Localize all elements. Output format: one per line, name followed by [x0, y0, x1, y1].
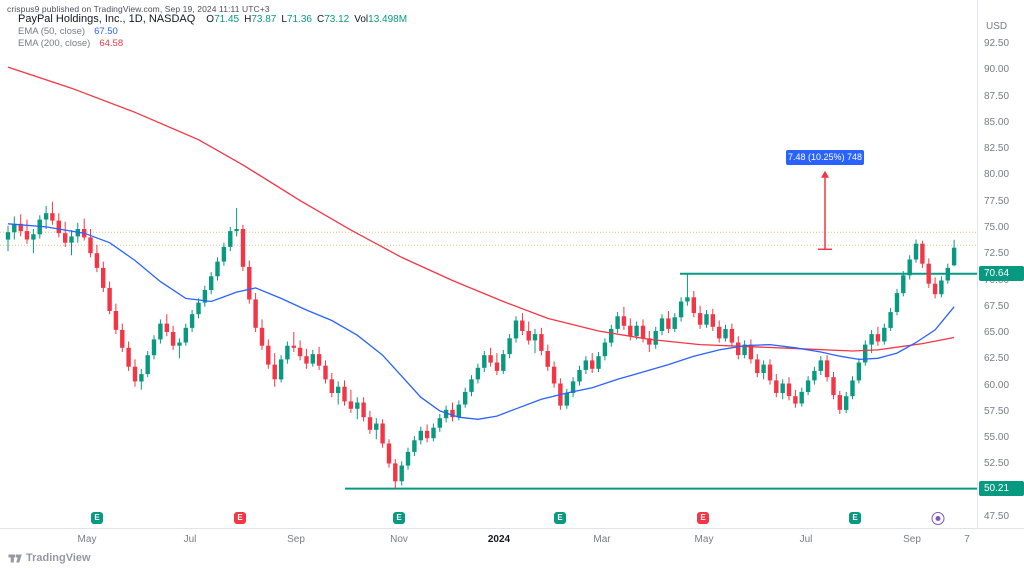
measurement-arrow[interactable]	[818, 170, 832, 251]
time-label: Nov	[390, 534, 408, 545]
price-axis[interactable]: USD 92.50 90.00 87.50 85.00 82.50 80.00 77.50 7…	[977, 0, 1024, 528]
price-tick-label: 72.50	[984, 248, 1010, 260]
ohlc-key: Vol	[354, 14, 369, 25]
earnings-marker-icon[interactable]: E	[91, 512, 103, 524]
earnings-marker-icon[interactable]: E	[393, 512, 405, 524]
event-marker-icon[interactable]	[931, 512, 945, 525]
price-tick-label: 57.50	[984, 405, 1010, 417]
time-label: 2024	[487, 534, 511, 545]
ema200-value: 64.58	[99, 38, 124, 49]
tradingview-brand[interactable]: TradingView	[26, 552, 91, 564]
chart-legend: PayPal Holdings, Inc., 1D, NASDAQ O71.45…	[18, 13, 407, 49]
price-tick-label: 90.00	[984, 64, 1010, 76]
price-tick-label: 47.50	[984, 511, 1010, 523]
price-tick-label: 60.00	[984, 379, 1010, 391]
price-tick-label: 77.50	[984, 195, 1010, 207]
ohlc-value: 73.87	[251, 14, 277, 25]
price-tick-label: 65.00	[984, 327, 1010, 339]
time-label: Jul	[799, 534, 813, 545]
price-chart[interactable]	[0, 0, 977, 528]
measurement-label[interactable]: 7.48 (10.25%) 748	[786, 149, 864, 165]
time-label: Mar	[593, 534, 611, 545]
earnings-marker-icon[interactable]: E	[849, 512, 861, 524]
time-label: Sep	[903, 534, 921, 545]
price-tick-label: 62.50	[984, 353, 1010, 365]
currency-label: USD	[986, 21, 1008, 32]
ema50-value: 67.50	[94, 26, 118, 37]
earnings-marker-icon[interactable]: E	[697, 512, 709, 524]
time-label: 7	[964, 534, 970, 545]
symbol-title[interactable]: PayPal Holdings, Inc., 1D, NASDAQ	[18, 13, 196, 25]
ohlc-value: 13.498M	[368, 14, 408, 25]
ohlc-values: O71.45 H73.87 L71.36 C73.12 Vol13.498M	[201, 14, 407, 25]
ohlc-value: 71.45	[214, 14, 240, 25]
ema200-label[interactable]: EMA (200, close)	[18, 38, 91, 49]
footer: TradingView	[8, 551, 91, 565]
price-level-label: 70.64	[979, 266, 1024, 282]
tradingview-logo-icon[interactable]	[8, 551, 22, 565]
ohlc-key: L	[281, 14, 287, 25]
price-tick-label: 92.50	[984, 38, 1010, 49]
ohlc-value: 73.12	[324, 14, 350, 25]
earnings-marker-icon[interactable]: E	[554, 512, 566, 524]
ohlc-value: 71.36	[286, 14, 312, 25]
candlestick-series	[5, 201, 957, 489]
ohlc-key: C	[316, 14, 325, 25]
price-level-label: 50.21	[979, 481, 1024, 497]
price-tick-label: 67.50	[984, 300, 1010, 312]
price-tick-label: 87.50	[984, 90, 1010, 102]
price-tick-label: 85.00	[984, 116, 1010, 128]
ohlc-key: H	[244, 14, 252, 25]
time-label: May	[694, 534, 714, 545]
time-label: Sep	[287, 534, 305, 545]
ohlc-key: O	[206, 14, 215, 25]
earnings-marker-icon[interactable]: E	[234, 512, 246, 524]
price-tick-label: 52.50	[984, 458, 1010, 470]
time-axis[interactable]: May Jul Sep Nov 2024 Mar May Jul Sep 7	[0, 528, 1024, 551]
ema200-line[interactable]	[7, 66, 955, 352]
price-tick-label: 75.00	[984, 221, 1010, 233]
ema50-line[interactable]	[7, 223, 955, 420]
time-label: May	[77, 534, 97, 545]
price-tick-label: 55.00	[984, 432, 1010, 444]
time-label: Jul	[183, 534, 197, 545]
price-tick-label: 80.00	[984, 169, 1010, 181]
publish-info: crispus9 published on TradingView.com, S…	[7, 4, 270, 14]
price-tick-label: 82.50	[984, 143, 1010, 155]
ema50-label[interactable]: EMA (50, close)	[18, 26, 86, 37]
